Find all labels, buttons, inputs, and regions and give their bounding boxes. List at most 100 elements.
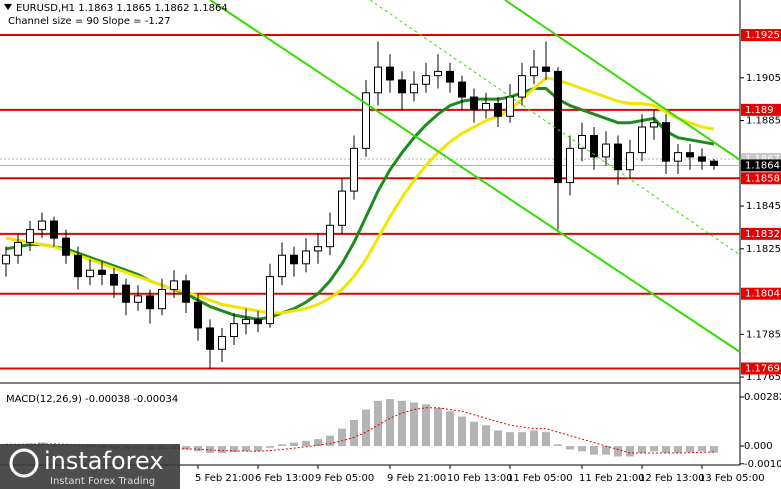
macd-bar	[542, 432, 550, 447]
candle-body	[170, 280, 178, 290]
candle-body	[146, 295, 154, 310]
chart-title: EURUSD,H1 1.1863 1.1865 1.1862 1.1864	[16, 3, 228, 14]
candle-body	[686, 152, 694, 158]
level-label-box	[741, 227, 781, 240]
candle-body	[698, 156, 706, 162]
level-label: 1.1925	[745, 30, 780, 41]
level-label-box	[741, 287, 781, 300]
macd-bar	[662, 446, 670, 453]
macd-bar	[518, 432, 526, 447]
candle-body	[26, 229, 34, 243]
macd-bar	[554, 444, 562, 447]
macd-bar	[530, 430, 538, 447]
macd-bar	[614, 446, 622, 457]
candle-body	[206, 327, 214, 350]
macd-bar	[314, 439, 322, 447]
candle-body	[218, 335, 226, 350]
candle-body	[710, 160, 718, 166]
macd-bar	[698, 446, 706, 452]
y-tick-label: 1.1845	[746, 201, 781, 212]
candle-body	[674, 152, 682, 162]
candle-body	[578, 135, 586, 149]
level-label-box	[741, 29, 781, 42]
candle-body	[74, 254, 82, 278]
macd-bar	[482, 425, 490, 447]
macd-bar	[506, 432, 514, 447]
candle-body	[662, 122, 670, 162]
candle-body	[158, 288, 166, 310]
candle-body	[458, 81, 466, 98]
candle-body	[266, 276, 274, 325]
macd-bar	[302, 440, 310, 447]
overlay: 1.1905 1.1885 1.1845 1.1825 1.1785 1.1765 1.19…	[195, 29, 781, 484]
macd-bar	[194, 446, 202, 452]
macd-bar	[242, 446, 250, 452]
macd-bar	[650, 446, 658, 452]
candle-body	[14, 241, 22, 256]
macd-bar	[278, 444, 286, 447]
macd-bar	[434, 407, 442, 447]
candle-body	[542, 66, 550, 72]
level-label-box	[741, 172, 781, 185]
level-label-box	[741, 103, 781, 116]
candle-body	[554, 70, 562, 184]
macd-bar	[710, 446, 718, 453]
candle-body	[230, 323, 238, 337]
candle-body	[518, 75, 526, 98]
candle-body	[290, 254, 298, 265]
level-label: 1.1804	[745, 289, 780, 300]
candle-body	[650, 122, 658, 128]
macd-bar	[338, 428, 346, 447]
macd-bar	[470, 421, 478, 447]
candle-body	[194, 301, 202, 329]
macd-bar	[590, 446, 598, 455]
channel-line	[209, 0, 741, 353]
candle-body	[326, 224, 334, 248]
candle-body	[182, 280, 190, 303]
candle-body	[446, 70, 454, 83]
macd-bar	[422, 404, 430, 447]
candle-body	[254, 318, 262, 325]
candle-body	[614, 143, 622, 171]
macd-bar	[266, 446, 274, 448]
price-label: 1.1864	[745, 160, 780, 171]
x-tick-label: 11 Feb 21:00	[579, 473, 645, 484]
macd-bar	[638, 446, 646, 453]
level-label: 1.189	[745, 105, 774, 116]
moving-average	[5, 86, 715, 321]
candle-body	[350, 147, 358, 192]
x-tick-label: 6 Feb 13:00	[255, 473, 314, 484]
x-tick-label: 11 Feb 05:00	[507, 473, 573, 484]
y-tick-label: 0.000	[744, 441, 773, 452]
level-label: 1.1832	[745, 229, 780, 240]
candle-body	[638, 126, 646, 154]
y-tick-label: 1.1885	[746, 116, 781, 127]
candle-body	[410, 83, 418, 94]
candle-body	[50, 220, 58, 239]
x-tick-label: 9 Feb 21:00	[387, 473, 446, 484]
y-tick-label: -0.00102	[744, 459, 781, 470]
candle-body	[398, 79, 406, 94]
macd-bar	[494, 430, 502, 447]
macd-bar	[566, 446, 574, 450]
candle-body	[566, 147, 574, 184]
candle-body	[530, 66, 538, 77]
candle-body	[278, 254, 286, 278]
chart-subtitle: Channel size = 90 Slope = -1.27	[8, 16, 171, 27]
candle-body	[434, 70, 442, 77]
candle-body	[122, 284, 130, 303]
y-tick-label: 0.00282	[744, 392, 781, 403]
candle-body	[482, 102, 490, 111]
candle-body	[362, 92, 370, 149]
candle-body	[62, 237, 70, 256]
x-tick-label: 13 Feb 05:00	[699, 473, 765, 484]
candle-body	[470, 96, 478, 111]
macd-bar	[290, 442, 298, 447]
y-tick-label: 1.1765	[746, 372, 781, 383]
x-tick-label: 5 Feb 21:00	[195, 473, 254, 484]
candle-body	[98, 269, 106, 275]
macd-bar	[182, 446, 190, 450]
macd-bar	[326, 435, 334, 447]
candle-body	[338, 190, 346, 226]
